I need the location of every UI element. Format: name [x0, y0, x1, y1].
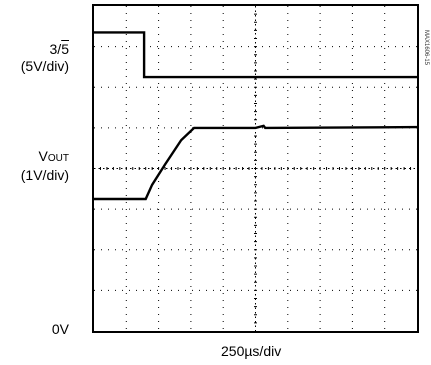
channel1-label-prefix: 3/: [49, 41, 62, 57]
channel2-label-main: V: [38, 148, 48, 164]
channel2-label: VOUT: [0, 148, 69, 167]
plot-frame: [92, 4, 419, 333]
channel2-scale: (1V/div): [20, 167, 69, 183]
figure-id: MAX1606-15: [423, 30, 429, 66]
traces: [94, 31, 418, 201]
channel1-label: 3/5: [0, 41, 69, 57]
channel2-label-sub: OUT: [47, 153, 69, 164]
trace-channel2: [94, 124, 418, 201]
grid: [94, 6, 417, 331]
ground-label: 0V: [51, 321, 69, 337]
channel1-scale: (5V/div): [20, 58, 69, 74]
channel1-label-overline: 5: [61, 41, 69, 57]
trace-channel1: [94, 31, 417, 79]
x-axis-label: 250µs/div: [221, 343, 282, 359]
